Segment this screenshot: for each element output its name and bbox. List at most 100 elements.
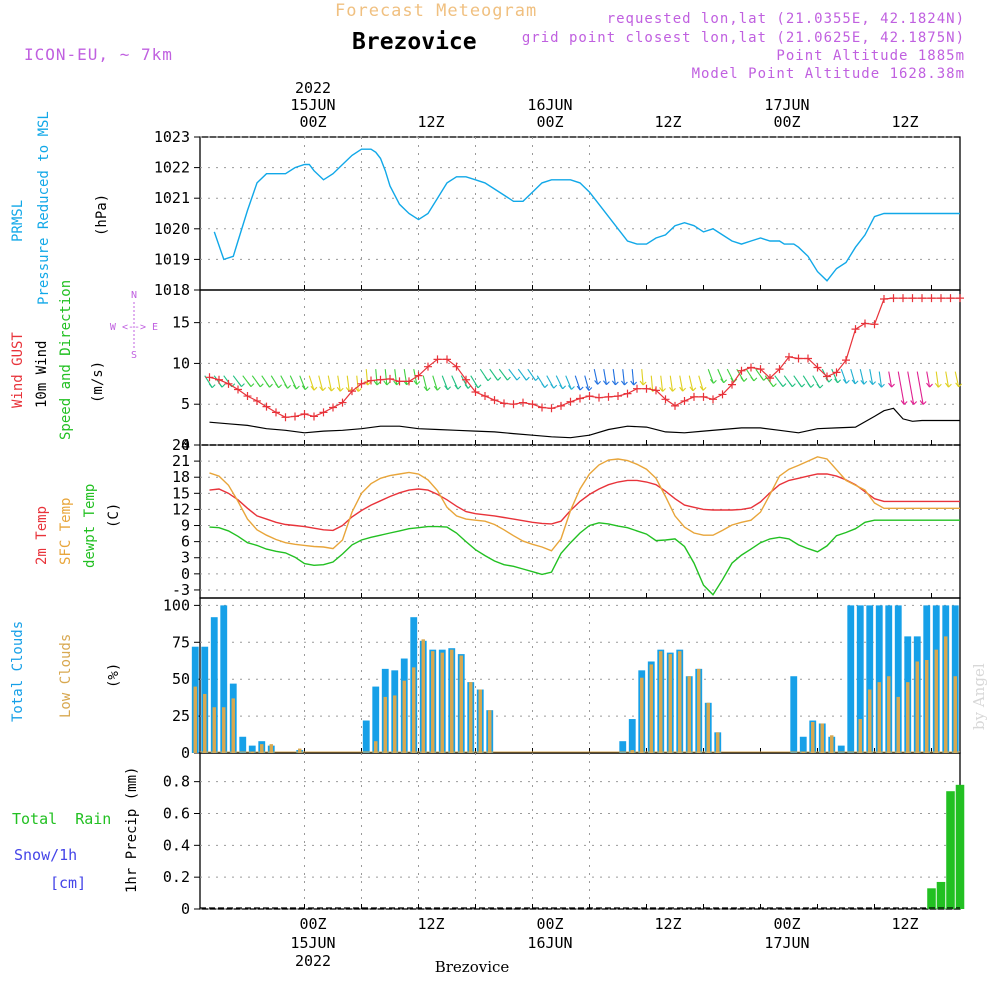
wind-arrow-head-icon: [256, 382, 261, 388]
wind-arrow-head-icon: [772, 383, 777, 388]
wind-arrow-head-icon: [447, 386, 452, 391]
ytick-label-pressure: 1023: [154, 128, 190, 146]
wind-direction-label: Speed and Direction: [58, 280, 74, 440]
wind-arrow-head-icon: [881, 383, 885, 388]
wind-arrow-head-icon: [743, 378, 748, 382]
wind-arrow-head-icon: [834, 378, 839, 384]
ytick-label-temperature: 21: [172, 452, 190, 470]
wind-arrow-head-icon: [585, 386, 590, 391]
wind-arrow-head-icon: [386, 381, 391, 386]
wind-arrow-head-icon: [878, 382, 882, 388]
wind-arrow-head-icon: [614, 381, 619, 386]
gust-point: [566, 397, 575, 406]
gust-point: [528, 400, 537, 409]
low-clouds-bar: [440, 652, 444, 753]
gust-point: [348, 387, 356, 396]
wind-arrow-head-icon: [828, 378, 833, 383]
wind-arrow-head-icon: [464, 384, 469, 389]
gust-point: [234, 385, 242, 394]
rain-bar: [946, 791, 955, 909]
total-clouds-bar: [799, 736, 807, 753]
gust-point: [224, 379, 233, 388]
ytick-label-precip: 0.8: [163, 773, 190, 791]
dewpt-label: dewpt Temp: [82, 484, 98, 568]
wind-arrow-head-icon: [457, 385, 462, 390]
gust-point: [519, 398, 527, 407]
ytick-label-clouds: 25: [172, 707, 190, 725]
gust-point: [870, 320, 879, 329]
wind-arrow-head-icon: [769, 382, 774, 387]
ytick-label-temperature: 24: [172, 436, 190, 454]
wind-arrow-icon: [869, 369, 874, 385]
top-hour-label-6: 12Z: [891, 113, 918, 131]
rain-bar: [936, 881, 946, 909]
low-clouds-bar: [203, 693, 207, 753]
wind-arrow-icon: [432, 375, 438, 391]
ytick-label-temperature: -3: [172, 581, 190, 599]
total-clouds-bar: [210, 617, 218, 753]
gust-point: [756, 365, 765, 374]
gust-point: [585, 392, 594, 401]
wind-arrow-head-icon: [367, 381, 372, 386]
t2m-line: [209, 473, 960, 532]
wind-arrow-head-icon: [620, 380, 625, 386]
gust-point: [652, 386, 660, 395]
wind-arrow-head-icon: [503, 375, 508, 381]
gust-point: [775, 365, 784, 374]
wind-arrow-head-icon: [532, 376, 537, 381]
total-clouds-bar: [239, 736, 247, 753]
wind-arrow-icon: [679, 375, 684, 392]
wind-arrow-head-icon: [798, 382, 803, 388]
pressure-unit: (hPa): [94, 194, 110, 236]
total-clouds-bar: [875, 605, 883, 753]
wind-arrow-head-icon: [713, 379, 717, 384]
wind-arrow-icon: [327, 375, 332, 392]
wind-arrow-head-icon: [241, 383, 245, 387]
ytick-label-clouds: 50: [172, 670, 190, 688]
wind-arrow-head-icon: [208, 383, 213, 388]
wind-unit: (m/s): [90, 361, 106, 403]
wind-arrow-icon: [878, 371, 883, 388]
wind-arrow-head-icon: [494, 375, 499, 381]
temp-unit: (C): [106, 503, 122, 528]
wind-arrow-head-icon: [594, 380, 599, 385]
wind-arrow-icon: [584, 375, 590, 391]
ytick-label-temperature: 15: [172, 484, 190, 502]
gust-point: [794, 354, 803, 363]
wind-arrow-head-icon: [259, 383, 264, 388]
top-day-label-3: 17JUN: [764, 96, 809, 114]
wind-arrow-head-icon: [293, 384, 297, 390]
pressure-line: [213, 148, 960, 282]
gust-point: [737, 366, 746, 375]
ytick-label-precip: 0.2: [163, 868, 190, 886]
low-clouds-bar: [450, 649, 454, 753]
wind-arrow-head-icon: [869, 380, 874, 385]
top-hour-label-1: 00Z: [299, 113, 326, 131]
panel-frame-wind: [199, 289, 961, 446]
wind-arrow-head-icon: [327, 386, 332, 392]
ytick-label-clouds: 0: [181, 744, 190, 762]
low-clouds-bar: [687, 676, 691, 753]
precip-unit: 1hr Precip (mm): [124, 767, 140, 893]
panel-frame-precip: [199, 752, 961, 910]
gust-point: [813, 363, 822, 372]
top-hour-label-5: 00Z: [773, 113, 800, 131]
gust-point: [642, 384, 651, 393]
gust-point: [804, 354, 812, 363]
total-clouds-bar: [619, 741, 627, 753]
wind-arrow-head-icon: [642, 381, 647, 386]
gust-point: [262, 402, 271, 411]
total-clouds-bar: [628, 719, 636, 753]
low-clouds-bar: [412, 667, 416, 753]
top-day-label-2: 16JUN: [527, 96, 572, 114]
low-clouds-bar: [915, 661, 919, 753]
low-clouds-bar: [269, 744, 273, 753]
gust-point: [680, 396, 689, 405]
gust-point: [595, 393, 603, 402]
low-clouds-bar: [212, 707, 216, 753]
gust-point: [671, 401, 679, 410]
low-clouds-bar: [383, 696, 387, 753]
wind-arrow-head-icon: [579, 386, 584, 391]
wind-arrow-head-icon: [948, 383, 952, 388]
